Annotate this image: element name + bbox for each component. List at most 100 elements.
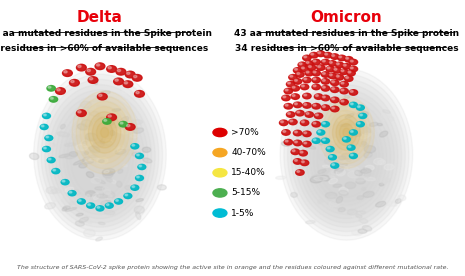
Ellipse shape [300,151,303,153]
Ellipse shape [336,169,345,176]
Ellipse shape [341,70,344,72]
Ellipse shape [321,59,330,65]
Text: 1-5%: 1-5% [231,209,254,217]
Ellipse shape [332,115,360,150]
Ellipse shape [362,141,367,145]
Ellipse shape [65,153,77,159]
Ellipse shape [49,97,58,102]
Circle shape [213,169,227,177]
Text: The structure of SARS-CoV-2 spike protein showing the active site in orange and : The structure of SARS-CoV-2 spike protei… [17,265,448,270]
Ellipse shape [321,126,372,193]
Ellipse shape [87,192,97,196]
Ellipse shape [157,185,166,190]
Ellipse shape [287,79,405,232]
Ellipse shape [110,131,115,136]
Ellipse shape [56,88,65,94]
Ellipse shape [315,139,323,145]
Ellipse shape [339,165,348,169]
Ellipse shape [304,56,307,58]
Ellipse shape [301,161,305,163]
Ellipse shape [301,85,305,87]
Ellipse shape [93,152,105,157]
Ellipse shape [41,125,44,127]
Ellipse shape [114,199,123,204]
Ellipse shape [312,104,320,109]
Ellipse shape [283,131,286,132]
Ellipse shape [104,210,115,215]
Ellipse shape [115,79,118,81]
Ellipse shape [322,152,331,158]
Ellipse shape [339,56,342,58]
Ellipse shape [347,171,359,178]
Ellipse shape [293,159,302,164]
Ellipse shape [295,90,398,223]
Ellipse shape [306,113,309,115]
Ellipse shape [89,111,100,116]
Ellipse shape [119,121,127,127]
Ellipse shape [322,168,330,174]
Ellipse shape [43,113,50,119]
Ellipse shape [313,60,316,62]
Ellipse shape [335,75,344,80]
Ellipse shape [347,70,355,76]
Ellipse shape [106,119,114,125]
Ellipse shape [76,144,88,150]
Ellipse shape [310,111,383,206]
Ellipse shape [281,141,292,146]
Ellipse shape [306,62,309,63]
Ellipse shape [115,149,126,154]
Ellipse shape [293,68,302,73]
Ellipse shape [86,68,96,75]
Ellipse shape [103,119,111,124]
Ellipse shape [112,109,120,111]
Ellipse shape [348,104,359,111]
Ellipse shape [84,107,125,158]
Ellipse shape [287,113,291,115]
Ellipse shape [116,68,126,75]
Ellipse shape [116,200,119,201]
Ellipse shape [349,59,358,65]
Ellipse shape [289,119,297,125]
Ellipse shape [318,65,321,67]
Ellipse shape [342,63,351,69]
Ellipse shape [293,140,302,146]
Ellipse shape [285,89,288,91]
Ellipse shape [315,94,319,96]
Ellipse shape [335,62,344,68]
Ellipse shape [317,65,325,70]
Ellipse shape [95,63,105,70]
Ellipse shape [339,152,354,171]
Ellipse shape [383,110,390,113]
Circle shape [213,189,227,197]
Ellipse shape [307,65,316,70]
Ellipse shape [86,172,94,178]
Ellipse shape [286,112,295,117]
Ellipse shape [366,98,372,102]
Ellipse shape [336,63,339,65]
Ellipse shape [44,114,46,116]
Ellipse shape [315,114,319,116]
Ellipse shape [336,119,357,146]
Ellipse shape [45,135,53,141]
Ellipse shape [304,142,307,144]
Ellipse shape [103,137,112,141]
Ellipse shape [52,168,60,174]
Ellipse shape [340,163,347,167]
Ellipse shape [356,214,362,218]
Ellipse shape [325,53,328,55]
Ellipse shape [280,69,413,240]
Ellipse shape [350,67,353,69]
Ellipse shape [304,78,307,80]
Ellipse shape [323,139,326,141]
Ellipse shape [300,132,309,137]
Ellipse shape [354,170,362,176]
Ellipse shape [67,116,133,201]
Ellipse shape [86,137,90,141]
Ellipse shape [78,65,81,67]
Ellipse shape [339,190,348,196]
Ellipse shape [40,124,48,129]
Ellipse shape [395,199,401,203]
Ellipse shape [343,128,350,137]
Ellipse shape [293,102,302,108]
Ellipse shape [297,170,300,172]
